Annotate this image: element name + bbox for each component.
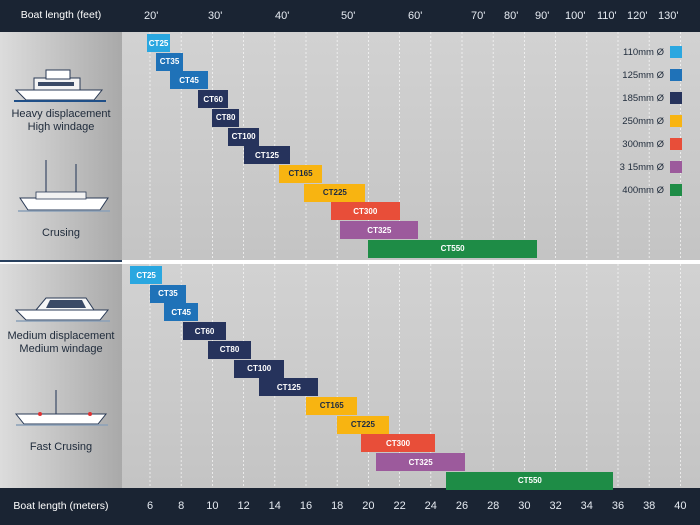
legend-swatch (670, 161, 682, 173)
feet-tick: 120' (627, 10, 648, 22)
range-bar-ct60: CT60 (198, 90, 228, 109)
range-bar-ct80: CT80 (207, 340, 252, 359)
range-bar-ct225: CT225 (337, 415, 389, 434)
panel-separator (0, 260, 700, 264)
legend-swatch (670, 46, 682, 58)
legend-swatch (670, 138, 682, 150)
panel2-label-line2: Medium windage (19, 343, 103, 355)
range-bar-ct45: CT45 (164, 303, 199, 322)
feet-tick: 130' (658, 10, 679, 22)
legend-swatch (670, 69, 682, 81)
range-bar-ct100: CT100 (228, 127, 260, 146)
range-bar-ct25: CT25 (129, 266, 163, 284)
meter-tick: 26 (455, 500, 469, 512)
legend-label: 125mm Ø (622, 70, 664, 81)
range-bar-ct550: CT550 (446, 471, 614, 490)
racing-sailboat-icon (14, 390, 108, 426)
bottom-axis-title: Boat length (meters) (13, 500, 109, 512)
feet-tick: 30' (208, 10, 223, 22)
panel1-label-line2: High windage (27, 121, 95, 133)
feet-tick: 80' (504, 10, 519, 22)
meter-tick: 14 (268, 500, 281, 512)
feet-tick: 20' (144, 10, 159, 22)
range-bar-ct165: CT165 (306, 396, 358, 415)
range-bar-ct45: CT45 (170, 71, 208, 90)
range-bar-ct100: CT100 (234, 359, 285, 378)
feet-tick: 110' (597, 10, 617, 22)
sailboat-icon (18, 160, 110, 212)
motor-yacht-icon (14, 69, 106, 102)
meter-tick: 24 (424, 500, 437, 512)
feet-tick: 70' (471, 10, 486, 22)
panel-separator-accent (0, 260, 122, 262)
range-bar-ct225: CT225 (304, 183, 366, 202)
range-bar-ct165: CT165 (279, 164, 322, 183)
panel2-category-label: Medium displacement Medium windage (0, 330, 122, 356)
feet-tick: 40' (275, 10, 290, 22)
meter-tick: 10 (206, 500, 219, 512)
meter-tick: 8 (178, 500, 185, 512)
feet-tick: 90' (535, 10, 550, 22)
meter-tick: 38 (643, 500, 656, 512)
legend-label: 3 15mm Ø (619, 162, 664, 173)
range-bar-ct125: CT125 (259, 378, 319, 397)
legend-label: 110mm Ø (622, 47, 664, 58)
meter-tick: 32 (549, 500, 562, 512)
panel2-label-line1: Medium displacement (7, 330, 115, 342)
panel1-sublabel: Crusing (42, 227, 80, 239)
legend-label: 300mm Ø (622, 139, 664, 150)
bottom-axis-band (0, 488, 700, 525)
feet-tick: 100' (565, 10, 586, 22)
range-bar-ct300: CT300 (360, 434, 436, 453)
range-bar-ct550: CT550 (368, 239, 537, 258)
range-bar-ct35: CT35 (150, 284, 186, 303)
range-bar-ct300: CT300 (330, 202, 400, 221)
panel2-sublabel: Fast Crusing (29, 441, 93, 453)
panel1-label-line1: Heavy displacement (11, 108, 111, 120)
meter-tick: 22 (393, 500, 406, 512)
meter-tick: 40 (674, 500, 687, 512)
range-bar-ct125: CT125 (243, 146, 291, 165)
meter-tick: 18 (331, 500, 344, 512)
panel1-category-label: Heavy displacement High windage (0, 108, 122, 134)
meter-tick: 16 (299, 500, 313, 512)
top-axis-title: Boat length (feet) (20, 9, 102, 21)
range-bar-ct80: CT80 (212, 108, 239, 127)
meter-tick: 30 (518, 500, 531, 512)
meter-tick: 34 (580, 500, 593, 512)
range-bar-ct35: CT35 (156, 52, 183, 71)
range-bar-ct60: CT60 (182, 322, 227, 341)
legend-swatch (670, 115, 682, 127)
range-bar-ct325: CT325 (376, 453, 466, 471)
legend-label: 185mm Ø (622, 93, 664, 104)
legend-label: 400mm Ø (622, 185, 664, 196)
top-axis-band (0, 0, 700, 32)
motor-cruiser-icon (14, 297, 110, 322)
legend-label: 250mm Ø (622, 116, 664, 127)
range-bar-ct25: CT25 (146, 34, 171, 52)
meter-tick: 28 (487, 500, 500, 512)
meter-tick: 12 (237, 500, 250, 512)
panel1-label-column (0, 32, 122, 260)
meter-tick: 20 (362, 500, 375, 512)
meter-tick: 6 (146, 500, 154, 512)
feet-tick: 60' (408, 10, 423, 22)
legend-swatch (670, 92, 682, 104)
range-bar-ct325: CT325 (340, 221, 419, 239)
legend-swatch (670, 184, 682, 196)
feet-tick: 50' (341, 10, 356, 22)
meter-tick: 36 (611, 500, 625, 512)
